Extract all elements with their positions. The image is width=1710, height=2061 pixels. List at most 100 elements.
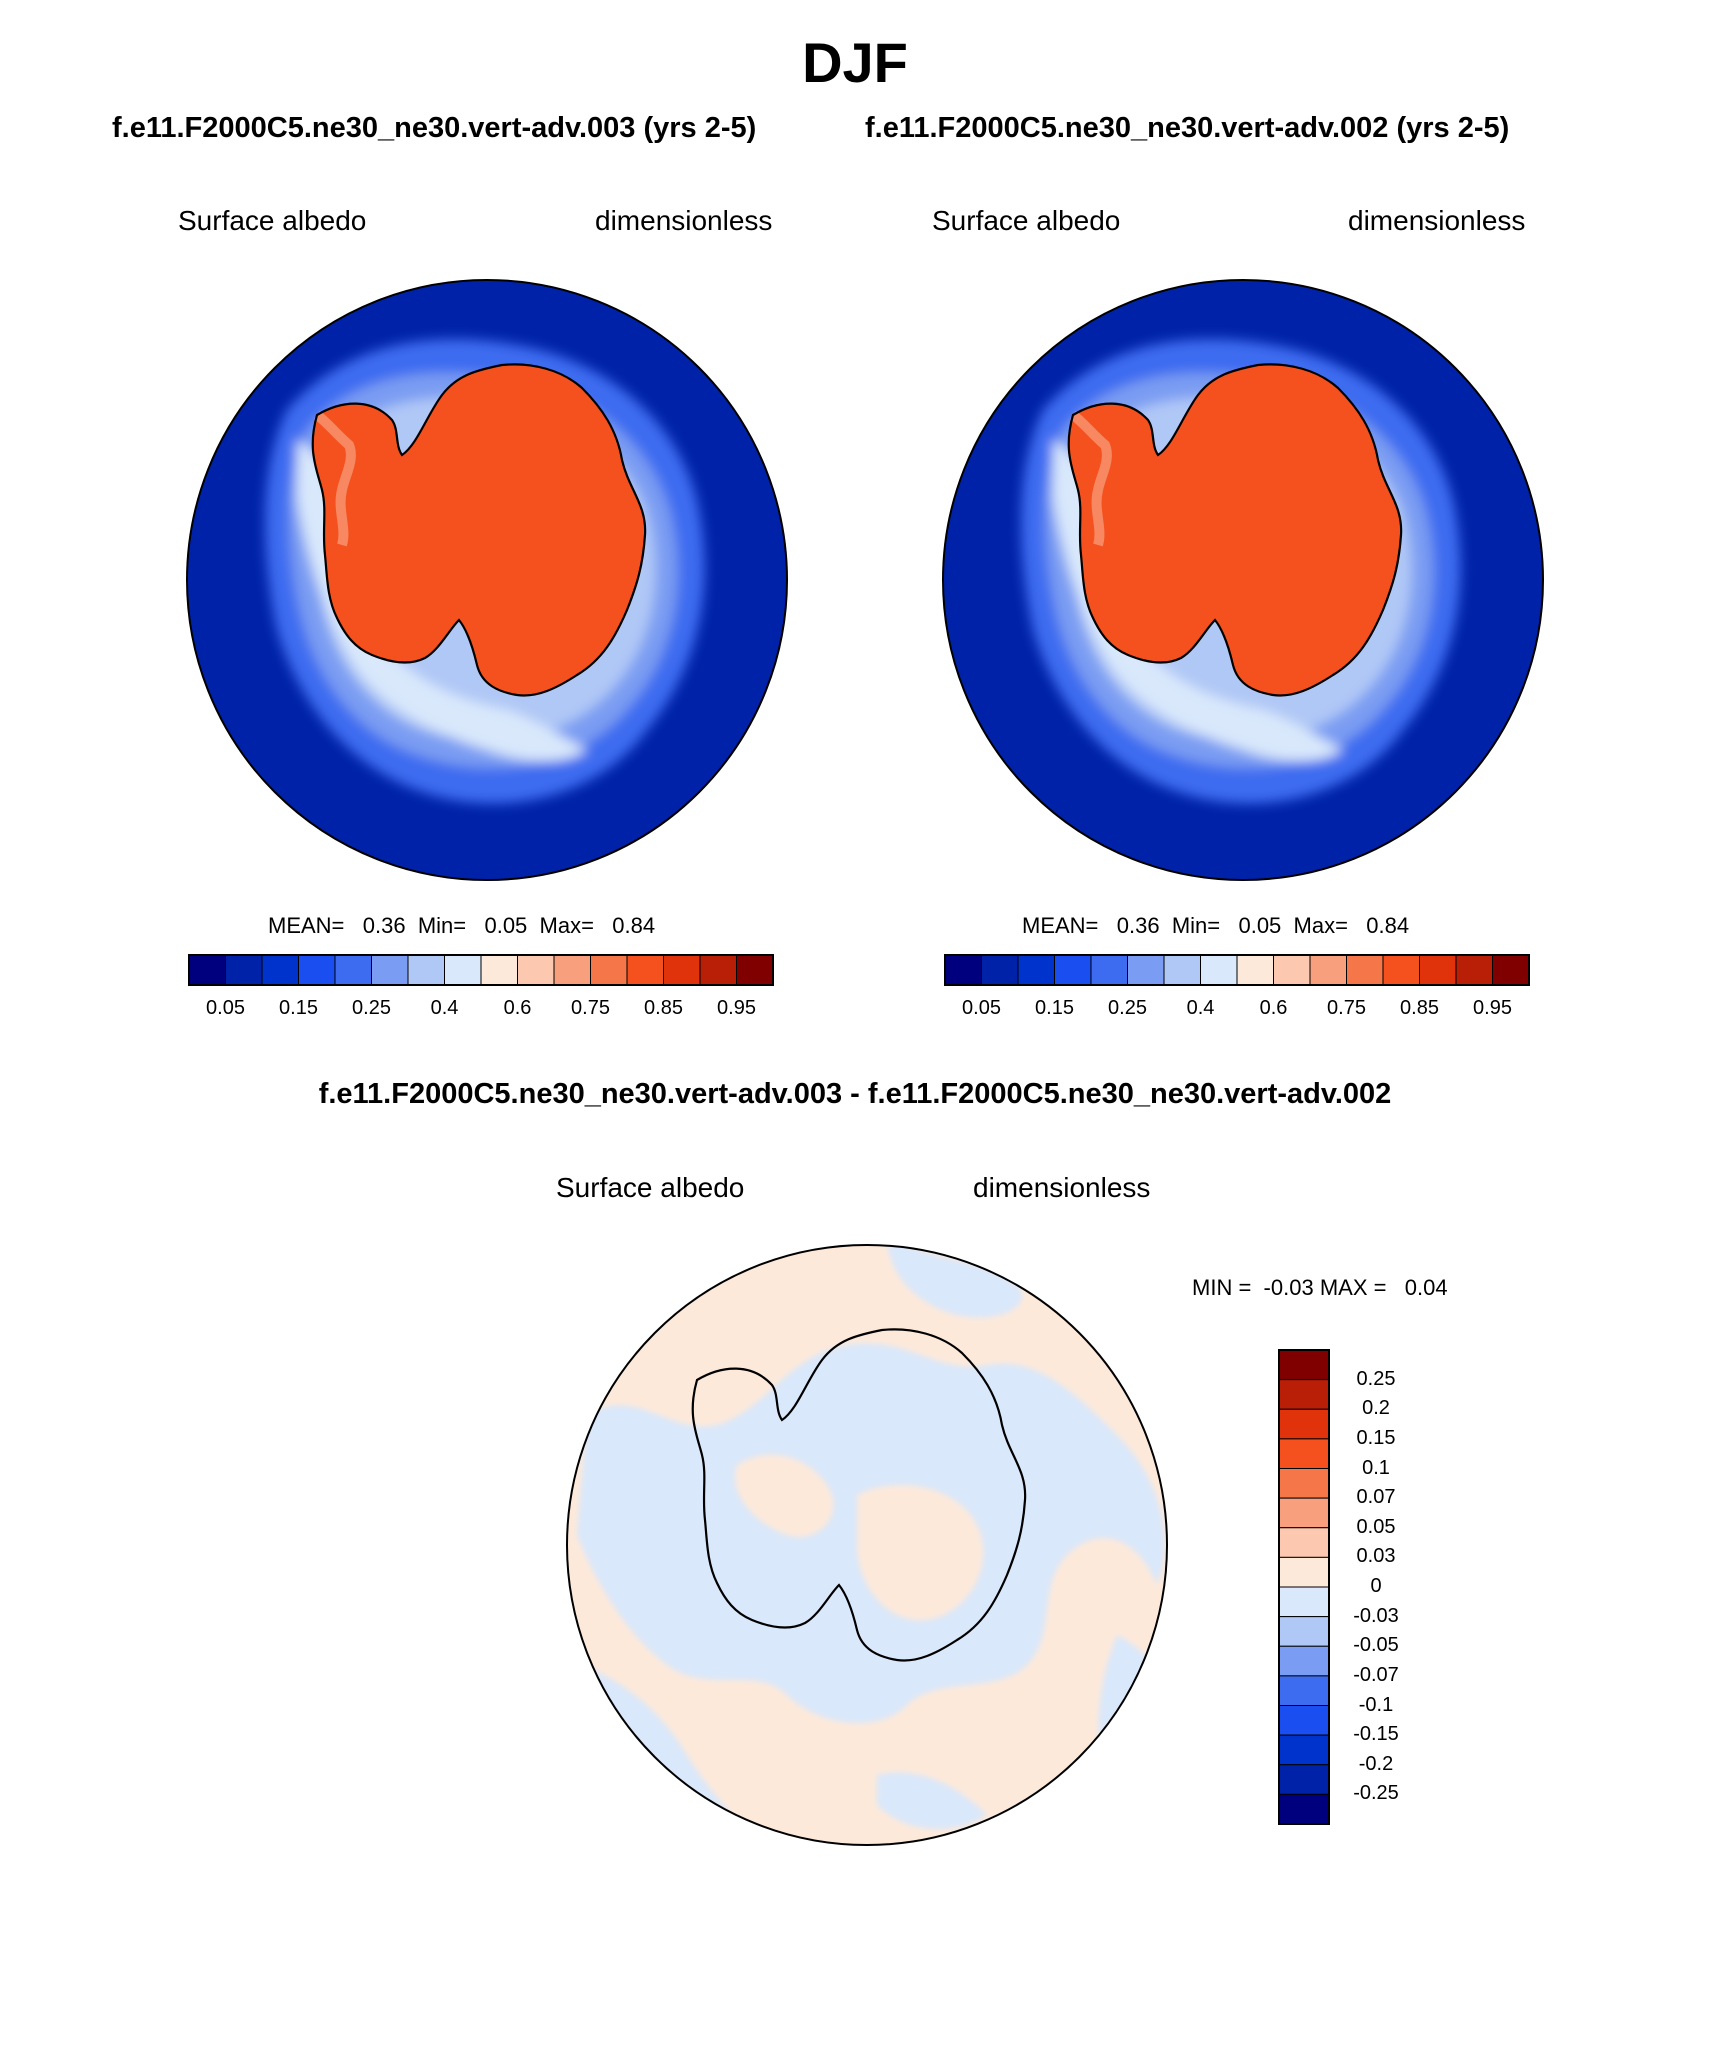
diff-negative-region [887, 1245, 1023, 1318]
colorbar-tick-label: -0.2 [1358, 1752, 1394, 1775]
figure-title: DJF [802, 31, 908, 94]
colorbar-tick-label: 0.07 [1356, 1486, 1396, 1509]
colorbar-swatch [1127, 954, 1165, 986]
colorbar-tick-label: 0.05 [206, 997, 245, 1019]
colorbar-diff [1278, 1349, 1330, 1825]
colorbar-swatch [1278, 1734, 1330, 1766]
colorbar-tick-label: 0 [1370, 1575, 1382, 1597]
colorbar-swatch [1346, 954, 1384, 986]
colorbar-swatch [1278, 1645, 1330, 1677]
colorbar-outline [1278, 1349, 1330, 1825]
antarctica-coast-fringe [1069, 410, 1112, 547]
colorbar-swatch [1419, 954, 1457, 986]
colorbar-swatch [1163, 954, 1201, 986]
colorbar-swatch [1278, 1616, 1330, 1647]
diff-positive-region [857, 1485, 984, 1621]
diff-negative-region [1097, 1635, 1167, 1845]
colorbar-tick-label: 0.15 [279, 997, 318, 1019]
colorbar-swatch [981, 954, 1019, 986]
colorbar-swatch [1492, 954, 1530, 986]
case-title-right: f.e11.F2000C5.ne30_ne30.vert-adv.002 (yr… [865, 112, 1510, 144]
ice-edge [1053, 440, 1343, 762]
colorbar-tick-label: 0.05 [1356, 1515, 1396, 1538]
colorbar-tick-label: 0.95 [1473, 997, 1512, 1019]
colorbar-tick-label: 0.03 [1356, 1545, 1396, 1568]
colorbar-swatch [480, 954, 518, 986]
colorbar-right [944, 954, 1530, 986]
coastline [691, 1328, 1027, 1662]
coastline [311, 363, 647, 697]
colorbar-swatch [626, 954, 664, 986]
colorbar-swatch [1278, 1497, 1330, 1529]
diff-units: dimensionless [973, 1172, 1151, 1203]
colorbar-tick-label: -0.1 [1358, 1693, 1394, 1716]
colorbar-swatch [1054, 954, 1092, 986]
colorbar-swatch [1273, 954, 1311, 986]
colorbar-swatch [298, 954, 336, 986]
coastline [1067, 363, 1403, 697]
map-left [186, 279, 788, 881]
map-boundary [186, 279, 788, 881]
colorbar-swatch [553, 954, 591, 986]
colorbar-swatch [663, 954, 701, 986]
colorbar-tick-label: 0.75 [571, 997, 610, 1019]
colorbar-right-ticks: 0.05 0.15 0.25 0.4 0.6 0.75 0.85 0.95 [945, 997, 1529, 1023]
colorbar-swatch [1278, 1379, 1330, 1410]
antarctica-fill [1068, 364, 1402, 696]
colorbar-tick-label: 0.25 [1108, 997, 1147, 1019]
colorbar-swatch [1278, 1468, 1330, 1499]
diff-minmax: MIN = -0.03 MAX = 0.04 [1192, 1275, 1448, 1300]
colorbar-swatch [1278, 1675, 1330, 1706]
panel-left-units: dimensionless [595, 205, 773, 236]
colorbar-swatch [371, 954, 409, 986]
colorbar-swatch [590, 954, 628, 986]
colorbar-swatch [699, 954, 737, 986]
colorbar-tick-label: -0.07 [1353, 1663, 1399, 1686]
diff-negative-region [877, 1772, 987, 1829]
colorbar-tick-label: 0.4 [430, 997, 459, 1019]
colorbar-swatch [1278, 1705, 1330, 1736]
diff-positive-region [735, 1454, 834, 1537]
colorbar-swatch [1278, 1349, 1330, 1381]
colorbar-left [188, 954, 774, 986]
panel-left-variable: Surface albedo [178, 205, 367, 236]
colorbar-swatch [1382, 954, 1420, 986]
colorbar-swatch [1278, 1527, 1330, 1558]
colorbar-diff-ticks: 0.25 0.2 0.15 0.1 0.07 0.05 0.03 0 -0.03 -0.05 -0.… [1340, 1350, 1420, 1824]
colorbar-tick-label: 0.2 [1362, 1397, 1390, 1420]
colorbar-swatch [261, 954, 299, 986]
ice-edge [297, 440, 587, 762]
colorbar-swatch [407, 954, 445, 986]
colorbar-swatch [1278, 1408, 1330, 1440]
colorbar-swatch [1278, 1586, 1330, 1618]
stats-left: MEAN= 0.36 Min= 0.05 Max= 0.84 [268, 913, 656, 938]
colorbar-tick-label: 0.6 [1259, 997, 1288, 1019]
antarctica-fill [312, 364, 646, 696]
stats-right: MEAN= 0.36 Min= 0.05 Max= 0.84 [1022, 913, 1410, 938]
panel-right-variable: Surface albedo [932, 205, 1121, 236]
colorbar-swatch [1236, 954, 1274, 986]
colorbar-swatch [1017, 954, 1055, 986]
colorbar-tick-label: 0.25 [1356, 1367, 1396, 1390]
colorbar-tick-label: -0.03 [1353, 1604, 1399, 1627]
colorbar-swatch [225, 954, 263, 986]
diff-variable: Surface albedo [556, 1172, 745, 1203]
colorbar-outline [188, 954, 774, 986]
colorbar-tick-label: 0.95 [717, 997, 756, 1019]
colorbar-swatch [517, 954, 555, 986]
colorbar-tick-label: 0.25 [352, 997, 391, 1019]
colorbar-tick-label: 0.75 [1327, 997, 1366, 1019]
map-diff [566, 1244, 1168, 1846]
colorbar-swatch [1278, 1793, 1330, 1825]
colorbar-swatch [1278, 1556, 1330, 1588]
colorbar-tick-label: -0.15 [1353, 1723, 1399, 1746]
colorbar-tick-label: -0.05 [1353, 1634, 1399, 1657]
colorbar-left-ticks: 0.05 0.15 0.25 0.4 0.6 0.75 0.85 0.95 [189, 997, 773, 1023]
colorbar-swatch [188, 954, 226, 986]
colorbar-tick-label: 0.6 [503, 997, 532, 1019]
colorbar-swatch [736, 954, 774, 986]
colorbar-tick-label: 0.15 [1356, 1426, 1396, 1449]
colorbar-outline [944, 954, 1530, 986]
map-boundary [566, 1244, 1168, 1846]
colorbar-swatch [1200, 954, 1238, 986]
